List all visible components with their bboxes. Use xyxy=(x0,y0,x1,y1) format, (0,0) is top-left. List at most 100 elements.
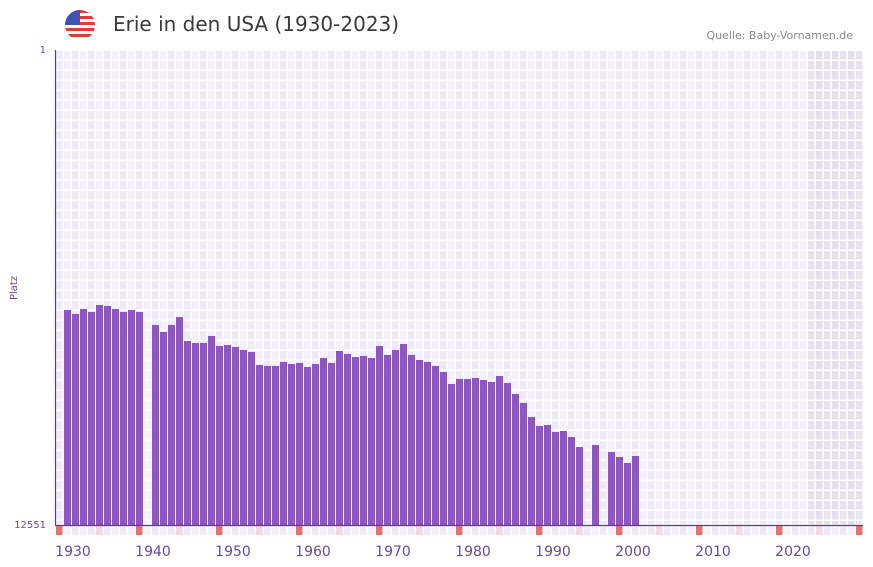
grid-cell xyxy=(168,271,175,280)
bar-1946[interactable] xyxy=(184,340,191,525)
grid-cell xyxy=(688,321,695,330)
bar-1932[interactable] xyxy=(72,313,79,525)
bar-1968[interactable] xyxy=(360,355,367,525)
grid-cell xyxy=(568,301,575,310)
grid-cell xyxy=(680,51,687,60)
grid-cell xyxy=(152,231,159,240)
grid-cell xyxy=(384,111,391,120)
grid-cell xyxy=(360,271,367,280)
grid-cell xyxy=(176,181,183,190)
bar-1973[interactable] xyxy=(400,343,407,525)
bar-1938[interactable] xyxy=(120,311,127,525)
grid-cell xyxy=(688,501,695,510)
grid-cell xyxy=(792,401,799,410)
grid-cell xyxy=(304,361,311,370)
grid-cell xyxy=(528,151,535,160)
bar-1956[interactable] xyxy=(264,365,271,525)
bar-1954[interactable] xyxy=(248,351,255,525)
bar-1974[interactable] xyxy=(408,354,415,525)
bar-1937[interactable] xyxy=(112,308,119,525)
bar-1971[interactable] xyxy=(384,354,391,525)
grid-cell xyxy=(552,171,559,180)
grid-cell xyxy=(496,311,503,320)
bar-1961[interactable] xyxy=(304,366,311,525)
bar-1964[interactable] xyxy=(328,362,335,525)
bar-1967[interactable] xyxy=(352,356,359,525)
bar-1931[interactable] xyxy=(64,309,71,525)
bar-1933[interactable] xyxy=(80,308,87,525)
bar-1936[interactable] xyxy=(104,305,111,525)
grid-cell xyxy=(824,431,831,440)
grid-cell xyxy=(248,311,255,320)
bar-1945[interactable] xyxy=(176,316,183,525)
grid-cell xyxy=(200,271,207,280)
bar-1950[interactable] xyxy=(216,345,223,525)
bar-1949[interactable] xyxy=(208,335,215,525)
grid-cell xyxy=(592,431,599,440)
grid-cell xyxy=(208,251,215,260)
grid-cell xyxy=(800,431,807,440)
bar-1944[interactable] xyxy=(168,324,175,525)
bar-1965[interactable] xyxy=(336,350,343,525)
grid-cell xyxy=(528,171,535,180)
grid-cell xyxy=(80,61,87,70)
bar-1959[interactable] xyxy=(288,363,295,525)
grid-cell xyxy=(136,101,143,110)
grid-cell xyxy=(528,351,535,360)
bar-1976[interactable] xyxy=(424,361,431,525)
bar-1947[interactable] xyxy=(192,342,199,525)
grid-cell xyxy=(440,351,447,360)
bar-1963[interactable] xyxy=(320,357,327,525)
grid-cell xyxy=(160,161,167,170)
grid-cell xyxy=(816,351,823,360)
grid-cell xyxy=(824,71,831,80)
grid-cell xyxy=(472,51,479,60)
grid-cell xyxy=(296,181,303,190)
bar-1948[interactable] xyxy=(200,342,207,525)
grid-cell xyxy=(344,341,351,350)
grid-cell xyxy=(464,311,471,320)
grid-cell xyxy=(624,241,631,250)
grid-cell xyxy=(448,361,455,370)
bar-1952[interactable] xyxy=(232,346,239,525)
grid-cell xyxy=(352,261,359,270)
bar-1955[interactable] xyxy=(256,364,263,525)
grid-cell xyxy=(352,161,359,170)
bar-1966[interactable] xyxy=(344,353,351,525)
bar-1939[interactable] xyxy=(128,309,135,525)
bar-1951[interactable] xyxy=(224,344,231,525)
grid-cell xyxy=(392,291,399,300)
bar-1957[interactable] xyxy=(272,365,279,525)
grid-cell xyxy=(296,271,303,280)
bar-1970[interactable] xyxy=(376,345,383,525)
grid-cell xyxy=(208,51,215,60)
grid-cell xyxy=(64,231,71,240)
grid-cell xyxy=(728,141,735,150)
bar-1934[interactable] xyxy=(88,311,95,525)
bar-1960[interactable] xyxy=(296,362,303,525)
grid-cell xyxy=(400,111,407,120)
bar-1943[interactable] xyxy=(160,331,167,525)
bar-1972[interactable] xyxy=(392,349,399,525)
grid-cell xyxy=(216,261,223,270)
grid-cell xyxy=(104,211,111,220)
grid-cell xyxy=(56,81,63,90)
bar-1935[interactable] xyxy=(96,304,103,525)
grid-cell xyxy=(312,241,319,250)
bar-1969[interactable] xyxy=(368,357,375,525)
bar-1953[interactable] xyxy=(240,349,247,525)
grid-cell xyxy=(584,51,591,60)
bar-1942[interactable] xyxy=(152,324,159,525)
grid-cell xyxy=(616,241,623,250)
bar-1975[interactable] xyxy=(416,359,423,525)
grid-cell xyxy=(640,401,647,410)
grid-cell xyxy=(360,111,367,120)
bar-1958[interactable] xyxy=(280,361,287,525)
grid-cell xyxy=(728,51,735,60)
grid-cell xyxy=(392,221,399,230)
bar-1940[interactable] xyxy=(136,311,143,525)
grid-cell xyxy=(560,301,567,310)
grid-cell xyxy=(264,331,271,340)
grid-cell xyxy=(256,281,263,290)
bar-1962[interactable] xyxy=(312,363,319,525)
